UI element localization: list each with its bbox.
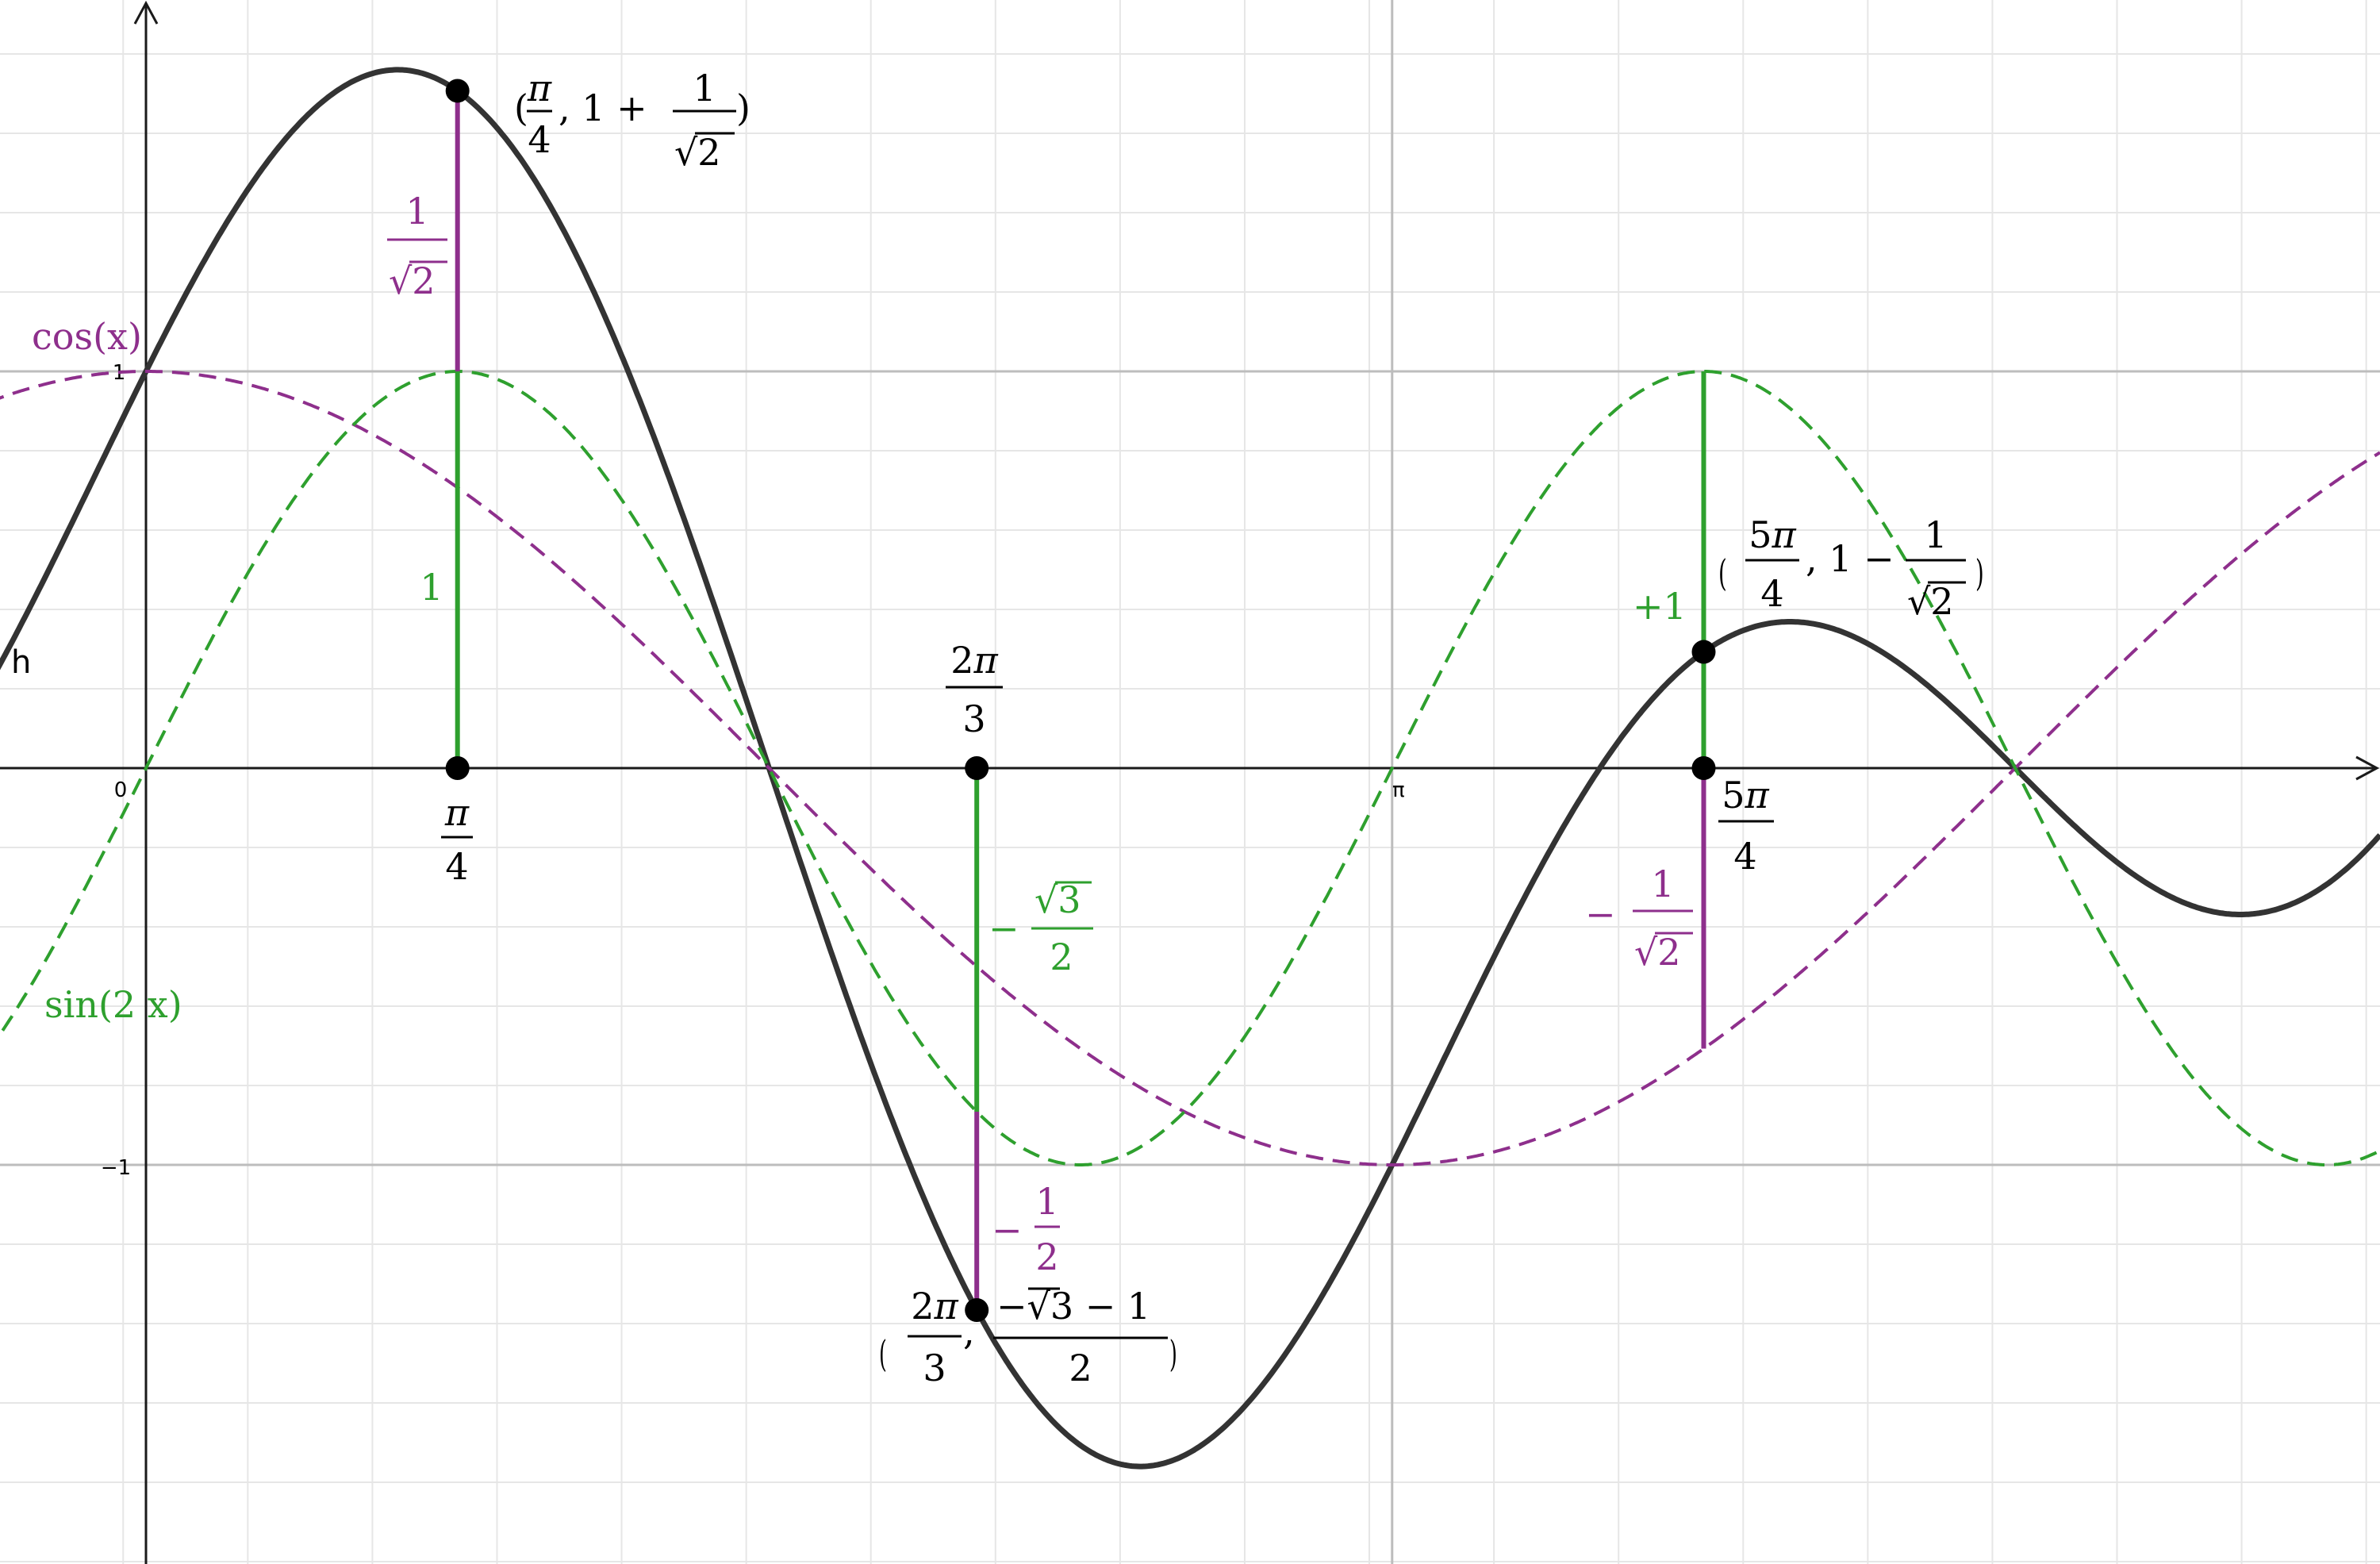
svg-text:1: 1 <box>1924 513 1947 556</box>
points <box>445 79 1716 1322</box>
x-axis-arrow <box>2355 755 2380 781</box>
x-tick-label-pi: π <box>1392 778 1405 802</box>
svg-text:1: 1 <box>405 190 428 232</box>
point-label-2pi-over-3-min: ( 2π 3 , −√3 − 1 2 ) <box>879 1285 1177 1389</box>
svg-text:√2: √2 <box>1907 580 1954 623</box>
x-label-5pi-over-4: 5π 4 <box>1718 774 1774 878</box>
svg-text:): ) <box>736 86 750 129</box>
svg-text:4: 4 <box>445 845 468 888</box>
curve-h <box>0 67 2380 1470</box>
svg-text:5π: 5π <box>1749 513 1796 556</box>
x-label-2pi-over-3: 2π 3 <box>946 639 1003 740</box>
svg-text:2: 2 <box>1069 1347 1092 1389</box>
svg-text:4: 4 <box>1733 835 1756 878</box>
curves <box>0 67 2380 1470</box>
svg-text:4: 4 <box>1760 572 1783 615</box>
svg-text:−: − <box>988 907 1019 950</box>
x-label-pi-over-4: π 4 <box>441 791 473 888</box>
svg-text:2: 2 <box>1050 936 1073 978</box>
point-0 <box>445 79 470 103</box>
curve-sin2x <box>0 370 2380 1166</box>
svg-text:(: ( <box>879 1333 887 1375</box>
point-label-pi-over-4-max: ( π 4 , 1 + 1 √2 ) <box>514 67 750 174</box>
svg-text:√2: √2 <box>1634 931 1681 974</box>
cos-function-label: cos(x) <box>32 315 142 358</box>
point-4 <box>1691 756 1716 780</box>
svg-text:5π: 5π <box>1722 774 1769 817</box>
svg-text:1: 1 <box>1035 1180 1058 1223</box>
svg-text:): ) <box>1975 552 1984 594</box>
segments <box>455 90 1706 1310</box>
svg-text:−√3 − 1: −√3 − 1 <box>996 1285 1150 1328</box>
svg-text:1: 1 <box>693 67 716 110</box>
segment-label-inv-sqrt2: 1 √2 <box>387 190 447 302</box>
segment-label-plus-one: +1 <box>1633 585 1687 628</box>
segment-label-minus-half: − 1 2 <box>992 1180 1060 1278</box>
svg-text:π: π <box>444 791 470 834</box>
svg-text:1: 1 <box>1651 863 1674 905</box>
y-tick-label-minus-1: −1 <box>101 1156 131 1180</box>
svg-text:−: − <box>1585 893 1616 936</box>
svg-text:−: − <box>992 1209 1023 1251</box>
segment-label-minus-inv-sqrt2: − 1 √2 <box>1585 863 1693 974</box>
svg-text:(: ( <box>514 86 528 129</box>
svg-text:, 1 +: , 1 + <box>559 86 647 129</box>
segment-label-minus-sqrt3-over-2: − √3 2 <box>988 878 1093 978</box>
svg-text:(: ( <box>1718 552 1727 594</box>
svg-text:4: 4 <box>528 118 551 161</box>
svg-text:π: π <box>527 67 552 110</box>
svg-text:,: , <box>963 1310 975 1353</box>
math-annotations: ( π 4 , 1 + 1 √2 ) π 4 2π 3 5π 4 <box>387 67 1984 1389</box>
tick-labels: 0 π 1 −1 <box>101 361 1405 1180</box>
point-2 <box>965 756 989 780</box>
svg-text:√2: √2 <box>674 131 721 174</box>
h-function-label: h <box>11 644 31 681</box>
point-label-5pi-over-4: ( 5π 4 , 1 − 1 √2 ) <box>1718 513 1984 623</box>
svg-text:3: 3 <box>923 1347 946 1389</box>
point-3 <box>965 1298 989 1322</box>
svg-text:√2: √2 <box>389 259 436 302</box>
sin2x-function-label: sin(2 x) <box>44 983 182 1026</box>
segment-label-one: 1 <box>420 566 443 609</box>
y-axis-arrow <box>133 0 159 25</box>
svg-text:√3: √3 <box>1035 878 1081 921</box>
svg-text:2π: 2π <box>950 639 998 682</box>
svg-text:, 1 −: , 1 − <box>1806 537 1894 580</box>
curve-cosx <box>0 370 2380 1166</box>
svg-text:3: 3 <box>962 697 985 740</box>
svg-text:2π: 2π <box>911 1285 958 1328</box>
svg-text:+1: +1 <box>1633 585 1687 628</box>
svg-text:1: 1 <box>420 566 443 609</box>
point-1 <box>445 756 470 780</box>
svg-text:2: 2 <box>1035 1235 1058 1278</box>
svg-text:): ) <box>1169 1333 1177 1375</box>
x-tick-label-0: 0 <box>114 778 128 802</box>
point-5 <box>1691 640 1716 664</box>
